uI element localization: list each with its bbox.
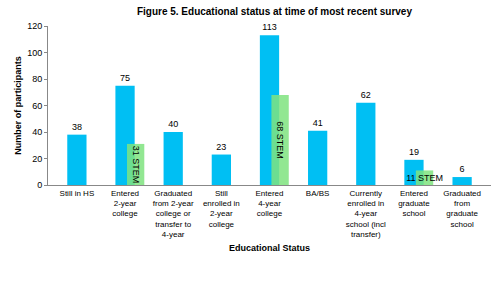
svg-text:23: 23 (216, 142, 226, 152)
svg-text:62: 62 (361, 90, 371, 100)
svg-text:Enteredgraduateschool: Enteredgraduateschool (398, 189, 430, 219)
svg-text:120: 120 (27, 21, 42, 31)
svg-text:11 STEM: 11 STEM (406, 173, 443, 183)
svg-text:Number of participants: Number of participants (13, 56, 23, 155)
svg-text:Entered4-yearcollege: Entered4-yearcollege (255, 189, 283, 219)
svg-text:Figure 5. Educational status a: Figure 5. Educational status at time of … (137, 6, 413, 17)
svg-text:Graduatedfromgraduateschool: Graduatedfromgraduateschool (443, 189, 481, 229)
svg-text:Currentlyenrolled in4-yearscho: Currentlyenrolled in4-yearschool (incltr… (346, 189, 386, 240)
svg-text:Stillenrolled in2-yearcollege: Stillenrolled in2-yearcollege (203, 189, 240, 229)
svg-text:40: 40 (32, 127, 42, 137)
svg-text:20: 20 (32, 154, 42, 164)
svg-text:19: 19 (409, 147, 419, 157)
svg-text:40: 40 (168, 119, 178, 129)
svg-text:38: 38 (72, 122, 82, 132)
svg-text:6: 6 (460, 164, 465, 174)
svg-text:113: 113 (262, 22, 276, 32)
svg-text:75: 75 (120, 73, 130, 83)
svg-text:Graduatedfrom 2-yearcollege or: Graduatedfrom 2-yearcollege ortransfer t… (153, 189, 194, 240)
svg-text:41: 41 (313, 118, 323, 128)
svg-text:80: 80 (32, 74, 42, 84)
svg-text:31 STEM: 31 STEM (131, 146, 141, 184)
svg-text:BA/BS: BA/BS (306, 189, 330, 198)
svg-text:100: 100 (27, 48, 42, 58)
svg-text:Still in HS: Still in HS (60, 189, 95, 198)
svg-text:Entered2-yearcollege: Entered2-yearcollege (111, 189, 139, 219)
svg-text:Educational Status: Educational Status (229, 243, 310, 253)
svg-text:68 STEM: 68 STEM (275, 121, 285, 159)
svg-text:0: 0 (37, 180, 42, 190)
svg-text:60: 60 (32, 101, 42, 111)
